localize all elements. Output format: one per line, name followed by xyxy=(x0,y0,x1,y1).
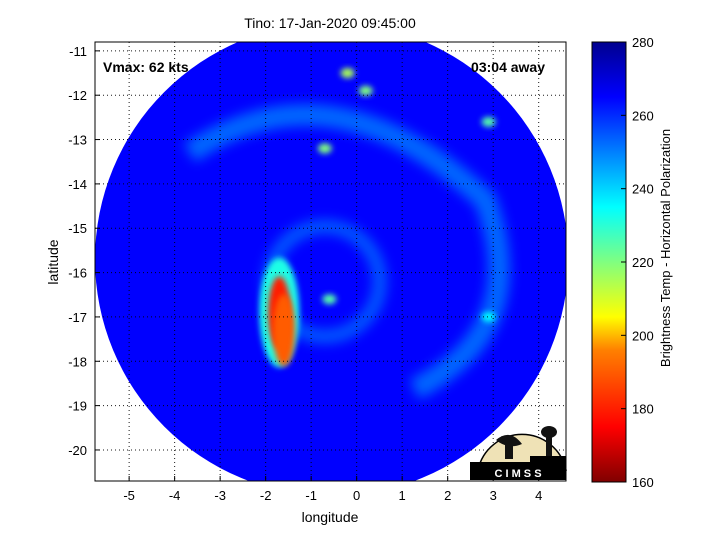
x-tick-label: 2 xyxy=(444,488,451,503)
y-axis: -11 -12 -13 -14 -15 -16 -17 -18 -19 -20 xyxy=(68,44,100,458)
y-tick-label: -16 xyxy=(68,266,87,281)
feature-north-cell xyxy=(340,68,355,79)
vmax-annotation: Vmax: 62 kts xyxy=(103,59,189,75)
colorbar-tick-label: 200 xyxy=(632,328,654,343)
feature-band-cell xyxy=(317,143,332,154)
x-tick-label: -2 xyxy=(260,488,272,503)
colorbar-tick-label: 260 xyxy=(632,108,654,123)
plot-frame xyxy=(94,41,567,482)
feature-ne-cell xyxy=(481,116,496,127)
colorbar-tick-label: 160 xyxy=(632,475,654,490)
cimss-logo: C I M S S xyxy=(470,426,567,480)
colorbar-tick-label: 180 xyxy=(632,402,654,417)
colorbar-tick-label: 240 xyxy=(632,182,654,197)
logo-text: C I M S S xyxy=(494,468,541,480)
x-tick-label: -3 xyxy=(214,488,226,503)
y-tick-label: -15 xyxy=(68,221,87,236)
logo-building xyxy=(470,456,566,480)
x-tick-label: 3 xyxy=(490,488,497,503)
x-tick-label: -1 xyxy=(305,488,317,503)
y-tick-label: -12 xyxy=(68,88,87,103)
y-tick-label: -14 xyxy=(68,177,87,192)
x-tick-label: -4 xyxy=(169,488,181,503)
water-tower-icon xyxy=(541,426,557,438)
colorbar xyxy=(591,41,627,483)
x-tick-label: 0 xyxy=(353,488,360,503)
y-tick-label: -19 xyxy=(68,399,87,414)
colorbar-tick-label: 280 xyxy=(632,35,654,50)
y-tick-label: -17 xyxy=(68,310,87,325)
y-axis-label: latitude xyxy=(45,239,61,284)
feature-north-cell-2 xyxy=(358,85,373,96)
x-tick-label: 4 xyxy=(535,488,542,503)
x-tick-label: 1 xyxy=(399,488,406,503)
x-axis-label: longitude xyxy=(302,509,359,525)
colorbar-tick-label: 220 xyxy=(632,255,654,270)
swath-layer xyxy=(95,42,566,481)
feature-center-cell xyxy=(322,294,337,305)
colorbar-ticks: 280 260 240 220 200 180 160 xyxy=(621,35,654,490)
feature-eyewall-inner xyxy=(272,294,295,367)
feature-east-cell xyxy=(481,311,496,322)
rain-band xyxy=(183,104,510,400)
x-tick-label: -5 xyxy=(123,488,135,503)
tower-legs xyxy=(546,437,552,459)
dish-icon xyxy=(496,434,522,447)
y-tick-label: -13 xyxy=(68,133,87,148)
colorbar-label: Brightness Temp - Horizontal Polarizatio… xyxy=(658,129,673,367)
y-tick-label: -20 xyxy=(68,443,87,458)
dish-stand xyxy=(505,445,513,459)
y-tick-label: -18 xyxy=(68,354,87,369)
chart-title: Tino: 17-Jan-2020 09:45:00 xyxy=(244,15,416,31)
x-axis: -5 -4 -3 -2 -1 0 1 2 3 4 xyxy=(123,476,542,503)
time-away-annotation: 03:04 away xyxy=(471,59,545,75)
y-tick-label: -11 xyxy=(69,44,87,59)
